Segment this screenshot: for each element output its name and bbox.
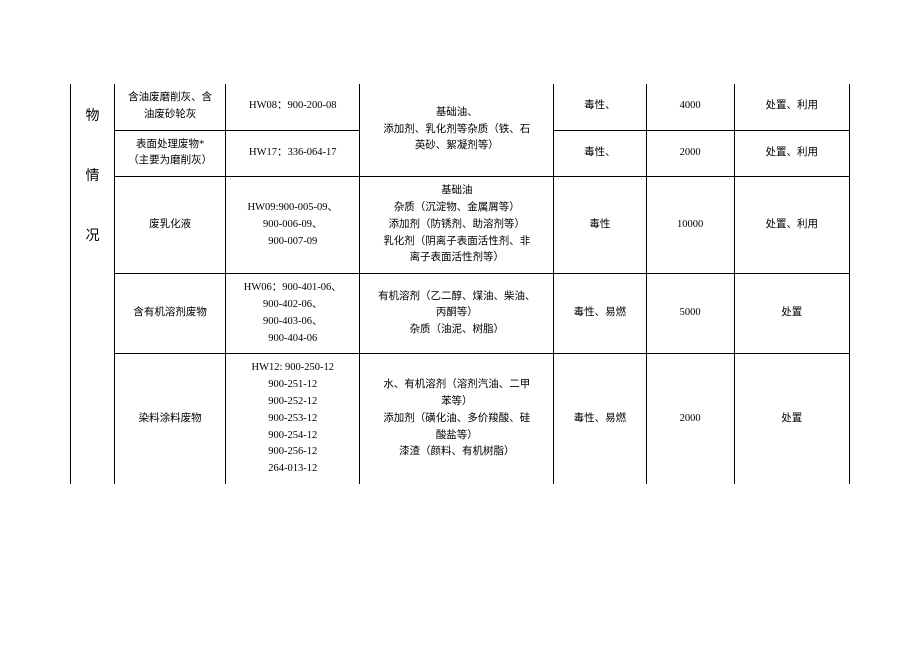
waste-qty: 2000 [646, 354, 734, 484]
waste-hazard: 毒性、易燃 [554, 354, 646, 484]
category-cell-empty [71, 274, 115, 484]
waste-composition: 基础油 杂质（沉淀物、金属屑等） 添加剂（防锈剂、助溶剂等） 乳化剂（阴离子表面… [360, 177, 554, 274]
table-row: 染料涂料废物 HW12: 900-250-12 900-251-12 900-2… [71, 354, 850, 484]
category-char: 况 [71, 226, 114, 248]
waste-method: 处置 [734, 354, 849, 484]
waste-qty: 4000 [646, 84, 734, 130]
waste-qty: 5000 [646, 274, 734, 354]
waste-hazard: 毒性、 [554, 130, 646, 177]
waste-qty: 10000 [646, 177, 734, 274]
waste-code: HW12: 900-250-12 900-251-12 900-252-12 9… [226, 354, 360, 484]
waste-code: HW08：900-200-08 [226, 84, 360, 130]
category-char: 物 [71, 106, 114, 128]
waste-code: HW06：900-401-06、 900-402-06、 900-403-06、… [226, 274, 360, 354]
waste-code: HW09:900-005-09、 900-006-09、 900-007-09 [226, 177, 360, 274]
waste-name: 表面处理废物* （主要为磨削灰） [115, 130, 226, 177]
category-cell: 物 情 况 [71, 84, 115, 274]
table-row: 废乳化液 HW09:900-005-09、 900-006-09、 900-00… [71, 177, 850, 274]
waste-name: 废乳化液 [115, 177, 226, 274]
waste-name: 染料涂料废物 [115, 354, 226, 484]
category-char: 情 [71, 166, 114, 188]
waste-hazard: 毒性、 [554, 84, 646, 130]
waste-method: 处置、利用 [734, 177, 849, 274]
waste-composition: 有机溶剂（乙二醇、煤油、柴油、 丙酮等） 杂质（油泥、树脂） [360, 274, 554, 354]
waste-table: 物 情 况 含油废磨削灰、含 油废砂轮灰 HW08：900-200-08 基础油… [70, 84, 850, 484]
table-row: 物 情 况 含油废磨削灰、含 油废砂轮灰 HW08：900-200-08 基础油… [71, 84, 850, 130]
waste-composition: 基础油、 添加剂、乳化剂等杂质（铁、石 英砂、絮凝剂等） [360, 84, 554, 177]
waste-qty: 2000 [646, 130, 734, 177]
waste-name: 含油废磨削灰、含 油废砂轮灰 [115, 84, 226, 130]
waste-name: 含有机溶剂废物 [115, 274, 226, 354]
waste-hazard: 毒性 [554, 177, 646, 274]
waste-method: 处置、利用 [734, 130, 849, 177]
table-row: 含有机溶剂废物 HW06：900-401-06、 900-402-06、 900… [71, 274, 850, 354]
waste-composition: 水、有机溶剂（溶剂汽油、二甲 苯等） 添加剂（磺化油、多价羧酸、硅 酸盐等） 漆… [360, 354, 554, 484]
page-container: 物 情 况 含油废磨削灰、含 油废砂轮灰 HW08：900-200-08 基础油… [0, 0, 920, 484]
waste-method: 处置 [734, 274, 849, 354]
waste-method: 处置、利用 [734, 84, 849, 130]
waste-code: HW17：336-064-17 [226, 130, 360, 177]
waste-hazard: 毒性、易燃 [554, 274, 646, 354]
